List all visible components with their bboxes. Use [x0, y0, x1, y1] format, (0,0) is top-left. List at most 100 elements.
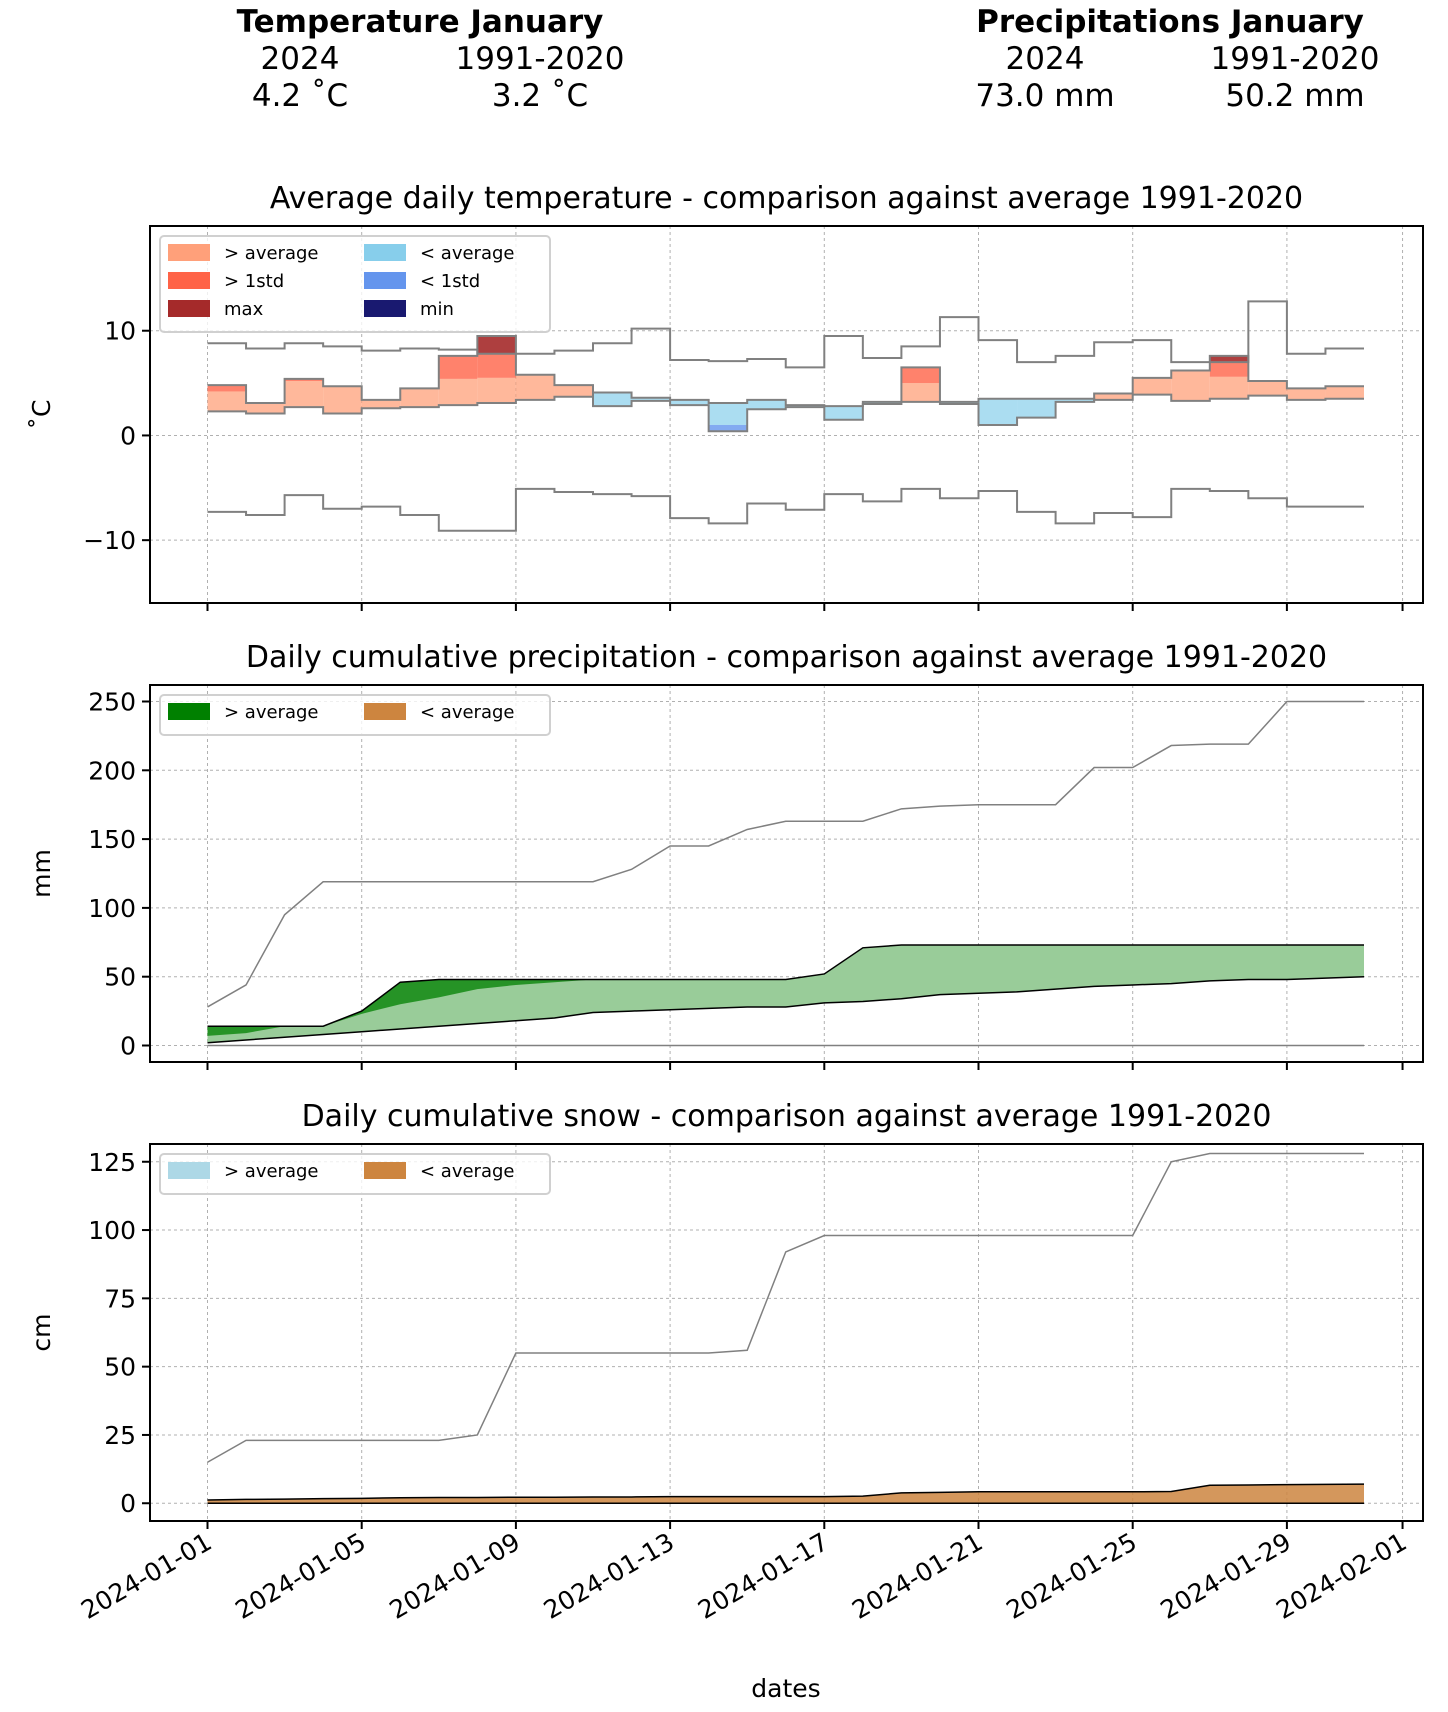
legend-label: > 1std [224, 271, 284, 292]
bar-below-average [593, 392, 632, 407]
max-line [207, 700, 1364, 1008]
bar-below-average [708, 402, 748, 425]
legend-box [159, 694, 551, 736]
x-tick-label: 2024-01-17 [693, 1527, 833, 1625]
y-tick-label: −10 [83, 526, 136, 555]
precipitation-summary: Precipitations January 2024 1991-2020 73… [920, 4, 1420, 115]
temperature-summary-title: Temperature January [236, 4, 604, 40]
precipitation-period-value: 50.2 mm [1225, 78, 1365, 114]
legend-box [159, 235, 551, 333]
legend-swatch-below_avg [364, 244, 406, 261]
x-tick-label: 2024-01-21 [847, 1527, 987, 1625]
bar-below-average [939, 401, 979, 405]
axes-frame [149, 684, 1424, 1063]
temperature-year-value: 4.2 ˚C [251, 78, 349, 114]
legend: > average < average [159, 694, 551, 736]
y-tick-label: 200 [88, 756, 136, 785]
bar-above-average [361, 399, 401, 409]
bar-above-1std [438, 355, 478, 379]
precip-area-fill [207, 945, 1364, 1043]
bar-above-average [1248, 380, 1287, 396]
precipitation-year-label: 2024 [1005, 41, 1085, 77]
legend-label: max [224, 299, 264, 320]
plot-area [207, 300, 1364, 532]
max-line [207, 300, 1364, 369]
y-tick-label: 150 [88, 825, 136, 854]
plot-area [207, 700, 1365, 1047]
legend-box [159, 1153, 551, 1195]
y-tick-label: 0 [120, 1031, 136, 1060]
bar-below-average [824, 406, 863, 420]
y-axis-label: ˚C [27, 400, 56, 430]
legend-swatch-snow_below [364, 1162, 406, 1179]
bar-above-average [438, 378, 478, 406]
bar-above-average [1171, 370, 1210, 401]
legend-swatch-max [168, 300, 210, 317]
average-line [207, 391, 1364, 415]
bar-above-average [1209, 376, 1249, 399]
bar-above-1std [284, 378, 324, 381]
legend-swatch-above_avg [168, 244, 210, 261]
legend: > average < average > 1std < 1std max min [159, 235, 551, 333]
average-line [207, 975, 1365, 1044]
chart-title: Daily cumulative precipitation - compari… [246, 640, 1327, 675]
temperature-summary: Temperature January 2024 1991-2020 4.2 ˚… [180, 4, 660, 115]
y-axis-label: cm [27, 1313, 56, 1351]
average-line [207, 1483, 1365, 1501]
precipitation-period-label: 1991-2020 [1210, 41, 1380, 77]
bar-above-average [1325, 386, 1364, 399]
y-tick-label: 75 [104, 1284, 136, 1313]
bar-above-average [400, 388, 439, 408]
legend-label: > average [224, 702, 319, 723]
bar-below-1std [708, 424, 748, 432]
chart-title: Daily cumulative snow - comparison again… [302, 1099, 1272, 1134]
bar-above-average [1286, 388, 1326, 400]
bar-below-average [785, 405, 825, 408]
bar-above-max [477, 335, 516, 354]
x-tick-label: 2024-01-13 [539, 1527, 679, 1625]
legend: > average < average [159, 1153, 551, 1195]
x-tick-label: 2024-01-09 [385, 1527, 525, 1625]
y-tick-label: 0 [120, 421, 136, 450]
y-tick-label: 50 [104, 1353, 136, 1382]
bar-below-average [747, 399, 786, 410]
bar-above-1std [901, 367, 940, 384]
legend-label: > average [224, 1161, 319, 1182]
precip-above-std-area [207, 945, 1364, 1036]
bar-above-average [901, 383, 940, 402]
temperature-year-label: 2024 [260, 41, 340, 77]
max-line [207, 1152, 1364, 1463]
legend-swatch-snow_above [168, 1162, 210, 1179]
bar-above-1std [477, 353, 516, 378]
y-tick-label: 0 [120, 1489, 136, 1518]
legend-swatch-min [364, 300, 406, 317]
chart-panel-0: Average daily temperature - comparison a… [27, 181, 1424, 611]
legend-label: min [420, 299, 454, 320]
bar-above-average [1132, 377, 1172, 395]
chart-title: Average daily temperature - comparison a… [270, 181, 1303, 216]
bar-above-average [207, 391, 247, 412]
bar-above-max [1209, 355, 1249, 363]
y-tick-label: 100 [88, 1216, 136, 1245]
y-tick-label: 10 [104, 317, 136, 346]
axes-frame [149, 225, 1424, 604]
y-tick-label: 250 [88, 688, 136, 717]
legend-label: > average [224, 243, 319, 264]
min-line [207, 487, 1364, 532]
y-tick-label: 50 [104, 963, 136, 992]
bar-below-average [1055, 398, 1095, 402]
bar-above-average [477, 377, 516, 403]
legend-label: < average [420, 1161, 515, 1182]
x-tick-label: 2024-02-01 [1271, 1527, 1411, 1625]
bar-above-average [284, 380, 324, 408]
y-axis-label: mm [27, 849, 56, 898]
legend-swatch-below_std [364, 272, 406, 289]
snow-below-area [207, 1484, 1364, 1504]
bar-above-average [1094, 393, 1133, 400]
chart-panel-2: Daily cumulative snow - comparison again… [27, 1099, 1424, 1529]
y-tick-label: 125 [88, 1148, 136, 1177]
temperature-period-value: 3.2 ˚C [491, 78, 589, 114]
bar-above-average [246, 402, 285, 414]
bar-above-average [554, 385, 593, 397]
daily-mean-line [207, 334, 1364, 433]
